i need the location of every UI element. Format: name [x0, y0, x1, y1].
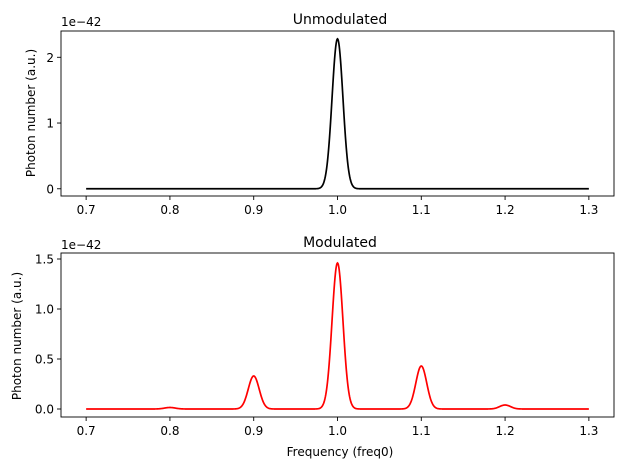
x-tick-label: 1.0: [328, 203, 347, 217]
modulated-title: Modulated: [303, 235, 377, 251]
x-tick-label: 1.1: [412, 203, 431, 217]
x-tick-label: 0.8: [160, 424, 179, 438]
x-tick-label: 0.7: [77, 203, 96, 217]
y-tick-label: 1: [46, 117, 54, 131]
x-tick-label: 0.9: [244, 424, 263, 438]
modulated-axes: Modulated 1e−42 Photon number (a.u.) Fre…: [10, 235, 615, 459]
axes-frame: [60, 252, 615, 418]
y-tick-label: 1.0: [35, 303, 54, 317]
modulated-xlabel: Frequency (freq0): [287, 445, 394, 459]
unmodulated-axes: Unmodulated 1e−42 Photon number (a.u.) 0…: [24, 12, 615, 217]
y-tick-label: 0: [46, 182, 54, 196]
axes-frame: [60, 30, 615, 197]
y-tick-label: 0.5: [35, 353, 54, 367]
y-tick-label: 1.5: [35, 253, 54, 267]
x-tick-label: 1.3: [579, 203, 598, 217]
unmodulated-offset-label: 1e−42: [61, 15, 101, 29]
x-tick-label: 0.7: [77, 424, 96, 438]
x-tick-label: 1.1: [412, 424, 431, 438]
x-tick-label: 1.3: [579, 424, 598, 438]
y-tick-label: 2: [46, 51, 54, 65]
x-tick-label: 1.2: [496, 203, 515, 217]
modulated-ylabel: Photon number (a.u.): [10, 272, 24, 400]
x-tick-label: 1.2: [496, 424, 515, 438]
series-line: [86, 37, 589, 190]
unmodulated-ylabel: Photon number (a.u.): [24, 49, 38, 177]
x-tick-label: 0.8: [160, 203, 179, 217]
modulated-offset-label: 1e−42: [61, 238, 101, 252]
x-tick-label: 0.9: [244, 203, 263, 217]
x-tick-label: 1.0: [328, 424, 347, 438]
series-line: [86, 261, 589, 410]
y-tick-label: 0.0: [35, 403, 54, 417]
unmodulated-title: Unmodulated: [293, 12, 388, 28]
